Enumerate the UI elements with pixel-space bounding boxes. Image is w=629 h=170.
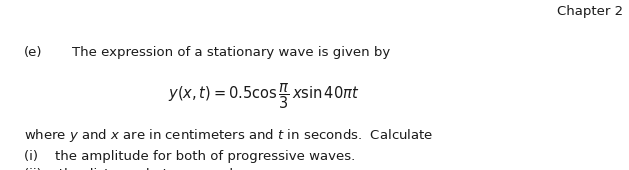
Text: Chapter 2: Chapter 2 (557, 5, 623, 18)
Text: (i)    the amplitude for both of progressive waves.: (i) the amplitude for both of progressiv… (24, 150, 355, 163)
Text: $y(x,t)=0.5\cos\dfrac{\pi}{3}\,x\sin 40\pi t$: $y(x,t)=0.5\cos\dfrac{\pi}{3}\,x\sin 40\… (169, 82, 360, 111)
Text: where $y$ and $x$ are in centimeters and $t$ in seconds.  Calculate: where $y$ and $x$ are in centimeters and… (24, 128, 433, 144)
Text: (ii)    the distance between nodes.: (ii) the distance between nodes. (24, 168, 252, 170)
Text: (e): (e) (24, 46, 42, 59)
Text: The expression of a stationary wave is given by: The expression of a stationary wave is g… (72, 46, 391, 59)
